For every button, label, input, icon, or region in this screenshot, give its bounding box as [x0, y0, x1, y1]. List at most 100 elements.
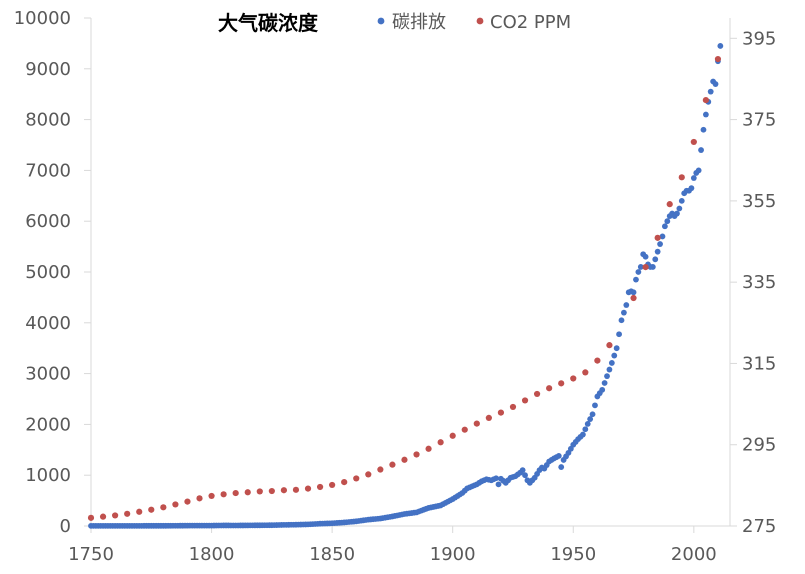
series-emissions — [88, 43, 724, 529]
y-tick-label: 8000 — [25, 110, 71, 131]
co2-point — [377, 466, 384, 473]
co2-point — [220, 491, 227, 498]
co2-point — [425, 445, 432, 452]
emissions-point — [589, 411, 596, 418]
emissions-point — [599, 386, 606, 393]
emissions-point — [495, 481, 502, 488]
co2-point — [473, 420, 480, 427]
emissions-point — [522, 472, 528, 479]
co2-point — [99, 513, 107, 520]
emissions-point — [519, 467, 526, 474]
co2-point — [304, 485, 312, 492]
emissions-point — [678, 197, 685, 204]
emissions-point — [601, 380, 608, 386]
co2-point — [316, 483, 324, 491]
emissions-point — [657, 241, 663, 247]
y-tick-label: 0 — [60, 516, 71, 537]
co2-point — [509, 403, 517, 411]
co2-point — [112, 512, 119, 519]
y-tick-label: 4000 — [25, 313, 71, 334]
emissions-point — [616, 331, 622, 338]
x-tick-label: 1800 — [189, 544, 235, 565]
y-tick-label: 3000 — [25, 364, 71, 385]
emissions-point — [712, 81, 719, 87]
legend-label-co2: CO2 PPM — [490, 12, 571, 33]
emissions-point — [623, 302, 630, 308]
emissions-point — [661, 223, 668, 230]
co2-point — [256, 488, 263, 495]
co2-point — [654, 234, 661, 241]
co2-point — [570, 375, 577, 382]
legend: 碳排放 CO2 PPM — [377, 12, 571, 33]
emissions-point — [582, 426, 589, 433]
x-tick-label: 1850 — [309, 544, 355, 565]
co2-point — [642, 264, 649, 271]
emissions-point — [717, 43, 724, 49]
x-tick-label: 1900 — [430, 544, 476, 565]
co2-point — [533, 390, 541, 398]
emissions-point — [654, 248, 661, 255]
co2-point — [184, 498, 191, 505]
emissions-point — [621, 309, 627, 316]
co2-point — [582, 369, 589, 376]
emissions-point — [695, 167, 702, 174]
emissions-point — [630, 289, 637, 296]
co2-point — [389, 461, 396, 468]
axes — [84, 17, 737, 533]
co2-point — [244, 489, 251, 496]
co2-point — [329, 481, 336, 489]
co2-point — [87, 514, 95, 521]
emissions-point — [659, 233, 666, 240]
y-tick-label: 7000 — [25, 160, 71, 181]
emissions-point — [608, 360, 615, 366]
y2-tick-label: 295 — [742, 435, 776, 456]
emissions-point — [584, 420, 591, 427]
co2-point — [546, 385, 553, 392]
co2-point — [413, 451, 420, 458]
co2-point — [558, 380, 565, 387]
x-tick-label: 1950 — [550, 544, 596, 565]
emissions-point — [674, 210, 680, 217]
co2-point — [124, 510, 131, 517]
co2-point — [268, 487, 275, 495]
emissions-point — [580, 431, 586, 438]
emissions-point — [611, 352, 618, 359]
emissions-point — [618, 317, 625, 324]
co2-point — [341, 479, 348, 486]
series-co2 — [87, 55, 722, 521]
emissions-point — [664, 218, 671, 225]
legend-marker-emissions — [377, 17, 385, 25]
x-tick-label: 2000 — [671, 544, 717, 565]
co2-point — [666, 201, 673, 208]
tick-labels: 0 1000 2000 3000 4000 5000 6000 7000 8000 9000 100… — [14, 8, 777, 565]
emissions-point — [555, 453, 562, 459]
co2-point — [437, 439, 444, 446]
y2-tick-label: 275 — [742, 516, 776, 537]
co2-point — [678, 174, 685, 181]
co2-point — [136, 508, 143, 515]
co2-point — [148, 506, 155, 513]
co2-point — [232, 489, 239, 497]
y2-tick-label: 315 — [742, 353, 776, 374]
emissions-point — [604, 373, 610, 380]
emissions-point — [587, 416, 594, 422]
co2-point — [594, 357, 601, 364]
emissions-point — [493, 475, 499, 482]
co2-point — [461, 426, 468, 433]
y-tick-label: 1000 — [25, 465, 71, 486]
emissions-point — [700, 126, 707, 133]
co2-point — [521, 397, 529, 404]
y-tick-label: 9000 — [25, 59, 71, 80]
emissions-point — [637, 264, 644, 270]
co2-point — [702, 96, 709, 104]
emissions-point — [652, 256, 659, 263]
co2-point — [497, 409, 505, 416]
emissions-point — [649, 264, 656, 270]
emissions-point — [707, 88, 714, 95]
co2-point — [353, 475, 360, 482]
y-tick-label: 5000 — [25, 262, 71, 283]
co2-point — [485, 414, 492, 421]
co2-point — [449, 432, 456, 439]
